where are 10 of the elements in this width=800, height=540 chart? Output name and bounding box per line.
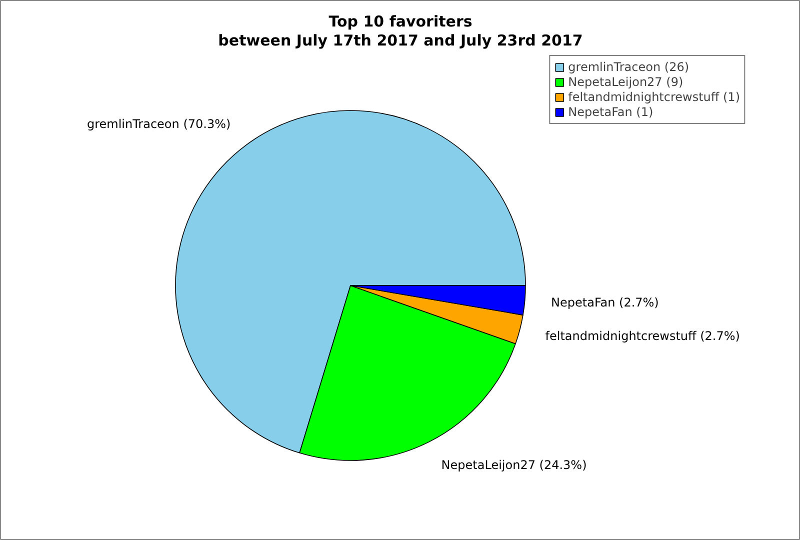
legend-label: feltandmidnightcrewstuff (1) — [568, 90, 740, 104]
data-label: NepetaFan (2.7%) — [551, 296, 659, 310]
legend-label: gremlinTraceon (26) — [568, 60, 690, 74]
legend-label: NepetaLeijon27 (9) — [568, 75, 684, 89]
data-label: NepetaLeijon27 (24.3%) — [441, 458, 587, 472]
chart-subtitle: between July 17th 2017 and July 23rd 2017 — [218, 32, 583, 50]
legend-label: NepetaFan (1) — [568, 105, 654, 119]
chart-title: Top 10 favoriters — [328, 12, 472, 30]
data-label: feltandmidnightcrewstuff (2.7%) — [545, 329, 740, 344]
data-label: gremlinTraceon (70.3%) — [86, 116, 231, 131]
